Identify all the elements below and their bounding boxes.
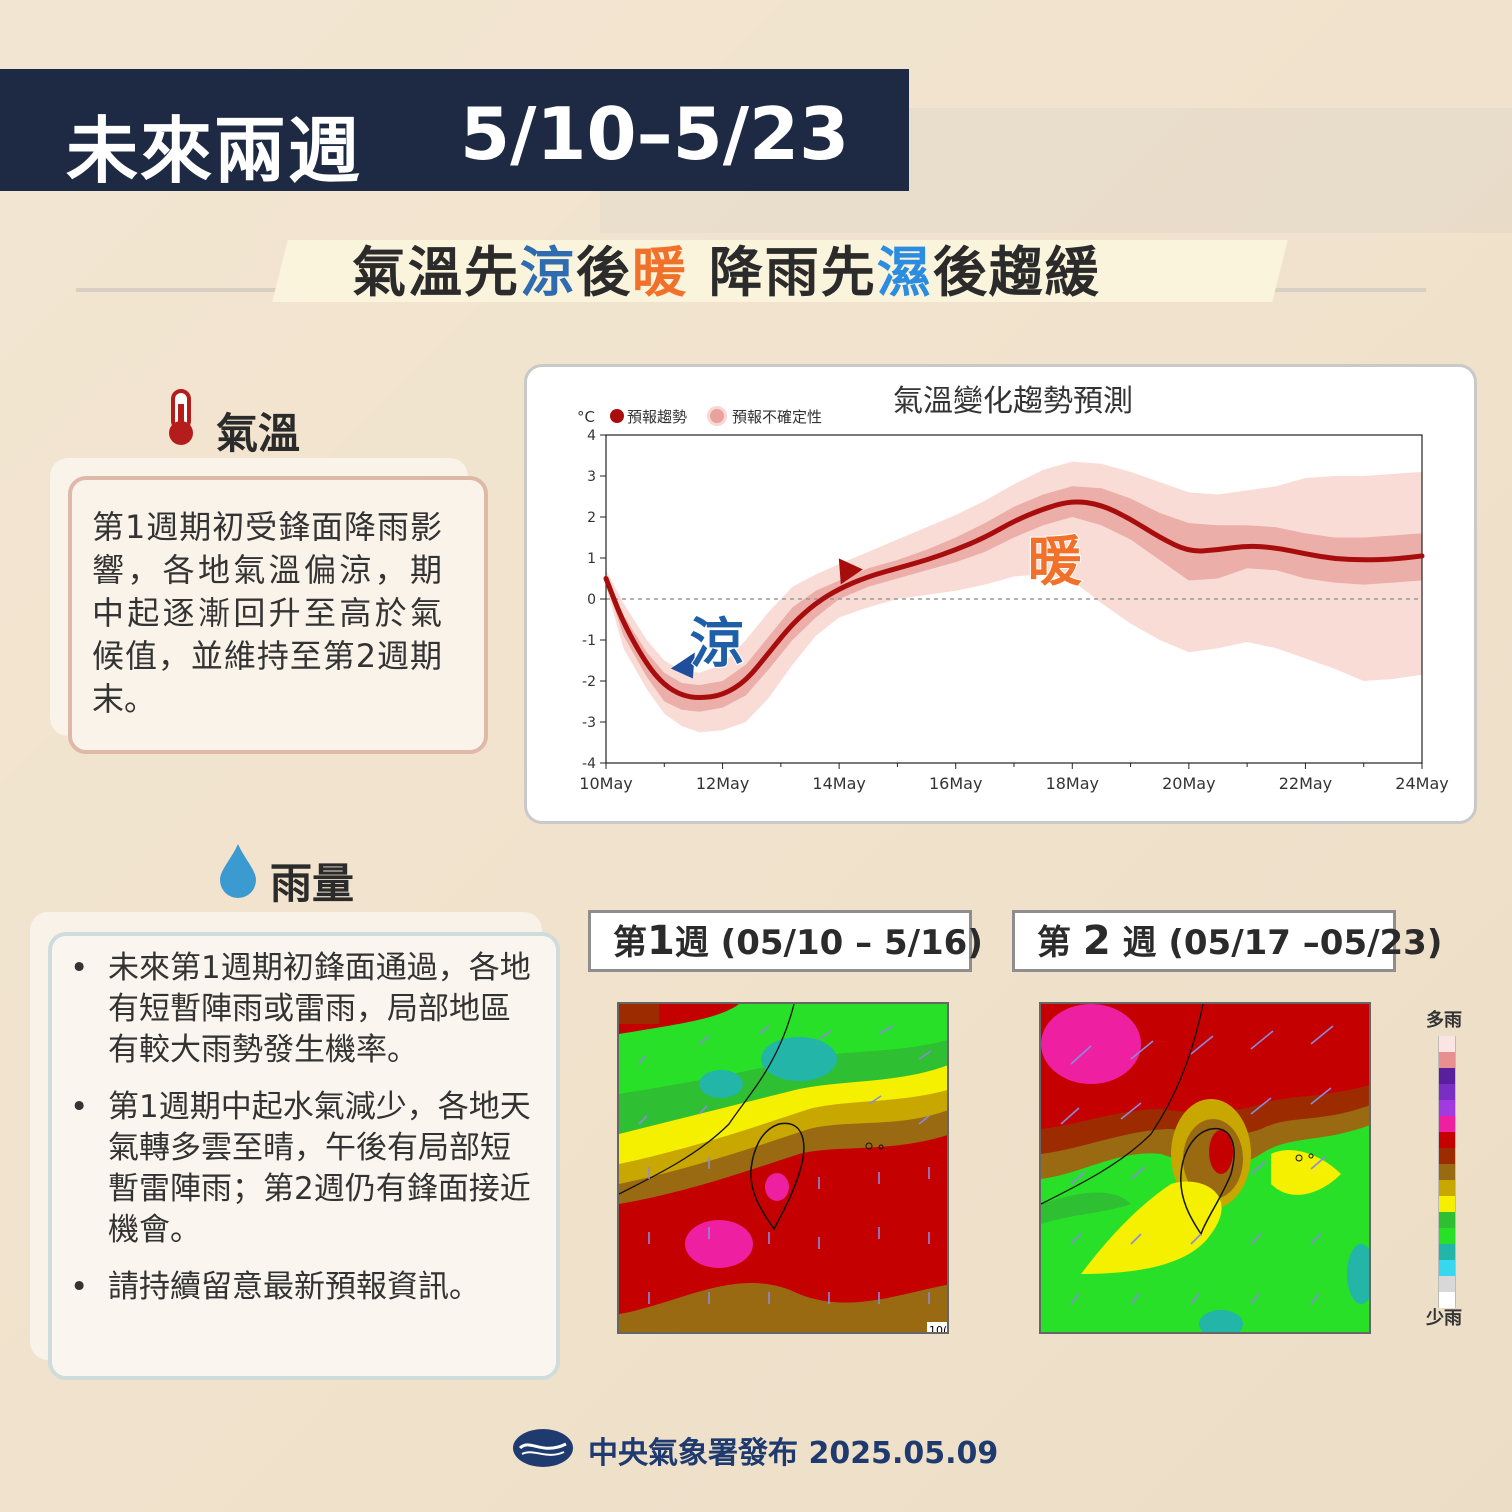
y-tick-label: -1 <box>582 633 596 649</box>
y-tick-label: 4 <box>587 428 596 444</box>
cool-arrow-marker <box>670 652 695 679</box>
rain-panel <box>48 932 560 1380</box>
legend-uncertainty-label: 預報不確定性 <box>732 408 822 426</box>
x-tick-label: 12May <box>696 774 749 793</box>
legend-swatch <box>1438 1276 1456 1292</box>
y-tick-label: 2 <box>587 510 596 526</box>
legend-swatch <box>1438 1084 1456 1100</box>
list-item: • 未來第1週期初鋒面通過，各地有短暫陣雨或雷雨，局部地區有較大雨勢發生機率。 <box>70 948 536 1071</box>
legend-swatch <box>1438 1292 1456 1308</box>
cwa-logo-icon <box>513 1429 573 1467</box>
legend-swatch <box>1438 1116 1456 1132</box>
week1-label-number: 1 <box>647 918 675 964</box>
legend-swatch <box>1438 1148 1456 1164</box>
legend-swatch <box>1438 1228 1456 1244</box>
bullet-dot: • <box>70 1089 89 1125</box>
x-tick-label: 24May <box>1395 774 1448 793</box>
footer-publisher: 中央氣象署發布 2025.05.09 <box>588 1436 999 1471</box>
week1-label-range: 週 (05/10 – 5/16) <box>674 923 983 963</box>
raindrop-icon <box>220 844 256 898</box>
rainfall-color-legend <box>1438 1036 1456 1308</box>
chart-title: 氣溫變化趨勢預測 <box>893 384 1133 419</box>
warm-annotation: 暖 <box>1028 530 1083 593</box>
bullet-dot: • <box>70 950 89 986</box>
rain-bullet-text: 第1週期中起水氣減少，各地天氣轉多雲至晴，午後有局部短暫雷陣雨；第2週仍有鋒面接… <box>108 1089 531 1248</box>
subtitle-part: 後趨緩 <box>932 241 1101 304</box>
bullet-dot: • <box>70 1269 89 1305</box>
x-tick-label: 10May <box>579 774 632 793</box>
subtitle-part: 後 <box>576 241 632 304</box>
week2-map-graphic <box>1041 1004 1369 1332</box>
y-tick-label: 3 <box>587 469 596 485</box>
cool-annotation: 涼 <box>690 612 744 675</box>
legend-trend-label: 預報趨勢 <box>627 408 687 426</box>
title-bar <box>0 69 909 191</box>
subtitle-part: 降雨先 <box>688 241 877 304</box>
rain-bullet-text: 未來第1週期初鋒面通過，各地有短暫陣雨或雷雨，局部地區有較大雨勢發生機率。 <box>108 950 531 1068</box>
subtitle-part: 氣溫先 <box>352 241 520 304</box>
trend-line <box>603 499 1425 701</box>
temperature-panel <box>68 476 488 754</box>
thermometer-icon <box>169 389 193 445</box>
rain-bullet-text: 請持續留意最新預報資訊。 <box>108 1269 480 1305</box>
x-tick-label: 22May <box>1279 774 1332 793</box>
week2-label: 第 2 週 (05/17 –05/23) <box>1012 910 1442 972</box>
y-tick-label: -4 <box>582 756 596 772</box>
week2-label-range: 週 (05/17 –05/23) <box>1110 923 1443 963</box>
week1-label-prefix: 第 <box>613 923 647 963</box>
subtitle-wet: 濕 <box>876 241 933 304</box>
date-range: 5/10–5/23 <box>460 92 850 176</box>
legend-swatch <box>1438 1068 1456 1084</box>
legend-swatch <box>1438 1100 1456 1116</box>
subtitle-cool: 涼 <box>520 241 576 304</box>
y-tick-label: 0 <box>587 592 596 608</box>
legend-swatch <box>1438 1180 1456 1196</box>
page-title: 未來兩週 <box>66 109 363 193</box>
rain-bullet-list: • 未來第1週期初鋒面通過，各地有短暫陣雨或雷雨，局部地區有較大雨勢發生機率。 •… <box>70 948 536 1324</box>
y-tick-label: -3 <box>582 715 596 731</box>
legend-swatch <box>1438 1132 1456 1148</box>
legend-swatch <box>1438 1212 1456 1228</box>
week2-label-prefix: 第 <box>1037 923 1083 963</box>
week2-label-number: 2 <box>1082 918 1111 964</box>
week1-map-scale-label: 10( <box>929 1324 947 1334</box>
subtitle-warm: 暖 <box>632 241 688 304</box>
y-tick-label: -2 <box>582 674 596 690</box>
temperature-chart: -4 -3 -2 -1 0 1 2 3 4 10May 12May 14May 16May 18May 20… <box>577 384 1449 793</box>
legend-swatch <box>1438 1244 1456 1260</box>
temperature-heading: 氣溫 <box>216 409 301 458</box>
legend-swatch <box>1438 1052 1456 1068</box>
week1-map-graphic: 10( <box>619 1004 947 1334</box>
temperature-description: 第1週期初受鋒面降雨影響，各地氣溫偏涼，期中起逐漸回升至高於氣候值，並維持至第2… <box>92 508 442 718</box>
legend-swatch <box>1438 1196 1456 1212</box>
y-tick-label: 1 <box>587 551 596 567</box>
uncertainty-inner-band <box>606 486 1422 712</box>
legend-swatch <box>1438 1260 1456 1276</box>
legend-swatch <box>1438 1164 1456 1180</box>
legend-trend-marker <box>610 409 624 423</box>
legend-uncertainty-marker <box>710 409 724 423</box>
legend-top-label: 多雨 <box>1426 1010 1462 1031</box>
week2-rainfall-map <box>1039 1002 1371 1334</box>
list-item: • 第1週期中起水氣減少，各地天氣轉多雲至晴，午後有局部短暫雷陣雨；第2週仍有鋒面… <box>70 1087 536 1251</box>
week1-rainfall-map: 10( <box>617 1002 949 1334</box>
x-tick-label: 20May <box>1162 774 1215 793</box>
subtitle: 氣溫先涼後暖 降雨先濕後趨緩 <box>352 228 1101 307</box>
list-item: • 請持續留意最新預報資訊。 <box>70 1267 536 1308</box>
week1-label: 第1週 (05/10 – 5/16) <box>588 910 983 972</box>
x-tick-label: 16May <box>929 774 982 793</box>
legend-bottom-label: 少雨 <box>1426 1308 1462 1329</box>
y-axis-unit: °C <box>577 408 595 426</box>
warm-arrow-marker <box>838 558 863 585</box>
x-tick-label: 14May <box>812 774 865 793</box>
x-tick-label: 18May <box>1046 774 1099 793</box>
legend-swatch <box>1438 1036 1456 1052</box>
rain-heading: 雨量 <box>270 859 355 908</box>
